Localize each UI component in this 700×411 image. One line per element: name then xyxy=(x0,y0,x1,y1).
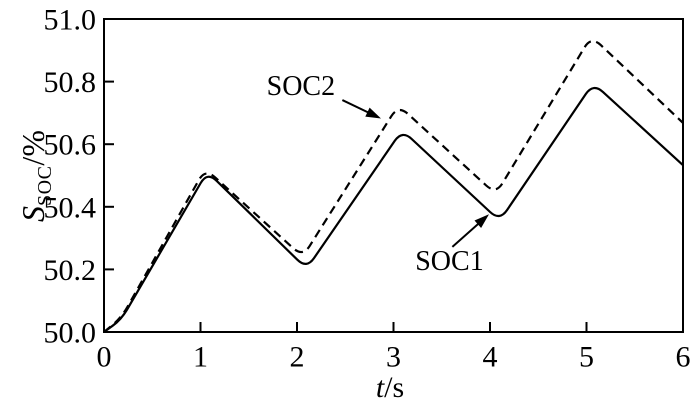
plot-border xyxy=(103,18,684,333)
soc2-annotation-label: SOC2 xyxy=(266,70,336,102)
x-tick-label: 1 xyxy=(193,341,208,374)
y-axis-unit: /% xyxy=(15,130,51,166)
soc1-annotation-label: SOC1 xyxy=(415,245,484,277)
soc1-arrow-shaft xyxy=(451,221,481,248)
y-tick-label: 50.6 xyxy=(44,129,97,162)
y-tick-label: 50.2 xyxy=(44,254,97,287)
x-tick-label: 2 xyxy=(290,341,305,374)
y-tick-label: 51.0 xyxy=(44,4,97,37)
x-axis-title: t/s xyxy=(376,373,404,403)
soc2-arrowhead xyxy=(365,107,381,119)
x-tick-label: 0 xyxy=(97,341,112,374)
y-tick-label: 50.4 xyxy=(44,191,97,224)
x-tick-label: 3 xyxy=(386,341,401,374)
y-tick-label: 50.8 xyxy=(44,66,97,99)
y-axis-subscript: SOC xyxy=(34,165,56,206)
x-tick-label: 5 xyxy=(579,341,594,374)
y-axis-title: SSOC/% xyxy=(15,130,56,222)
y-tick-label: 50.0 xyxy=(44,317,97,350)
soc1-arrowhead xyxy=(474,214,489,228)
y-axis-symbol: S xyxy=(15,205,51,222)
soc2-curve xyxy=(103,40,684,333)
x-tick-label: 6 xyxy=(676,341,691,374)
x-axis-symbol: t xyxy=(375,371,385,404)
soc2-arrow-shaft xyxy=(341,99,371,115)
x-axis-unit: /s xyxy=(384,371,405,404)
x-tick-label: 4 xyxy=(483,341,498,374)
soc1-curve xyxy=(103,86,684,333)
